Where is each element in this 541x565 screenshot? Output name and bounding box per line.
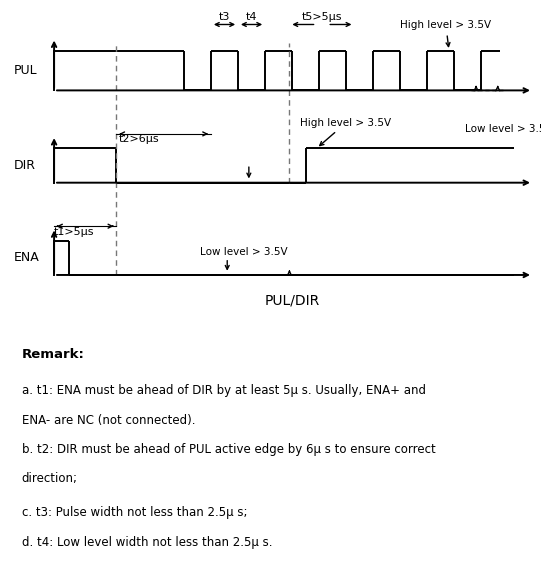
Text: Low level > 3.5V: Low level > 3.5V — [200, 246, 287, 257]
Text: Remark:: Remark: — [22, 348, 84, 361]
Text: t5>5μs: t5>5μs — [302, 12, 342, 22]
Text: PUL/DIR: PUL/DIR — [265, 293, 320, 307]
Text: t3: t3 — [219, 12, 230, 22]
Text: High level > 3.5V: High level > 3.5V — [300, 118, 391, 146]
Text: PUL: PUL — [14, 64, 37, 77]
Text: t2>6μs: t2>6μs — [119, 134, 160, 145]
Text: ENA: ENA — [14, 251, 39, 264]
Text: t1>5μs: t1>5μs — [54, 227, 95, 237]
Text: c. t3: Pulse width not less than 2.5μ s;: c. t3: Pulse width not less than 2.5μ s; — [22, 506, 247, 519]
Text: b. t2: DIR must be ahead of PUL active edge by 6μ s to ensure correct: b. t2: DIR must be ahead of PUL active e… — [22, 443, 436, 456]
Text: High level > 3.5V: High level > 3.5V — [400, 20, 491, 46]
Text: t4: t4 — [246, 12, 258, 22]
Text: a. t1: ENA must be ahead of DIR by at least 5μ s. Usually, ENA+ and: a. t1: ENA must be ahead of DIR by at le… — [22, 384, 426, 397]
Text: DIR: DIR — [14, 159, 36, 172]
Text: direction;: direction; — [22, 472, 78, 485]
Text: ENA- are NC (not connected).: ENA- are NC (not connected). — [22, 414, 195, 427]
Text: Low level > 3.5V: Low level > 3.5V — [465, 124, 541, 134]
Text: d. t4: Low level width not less than 2.5μ s.: d. t4: Low level width not less than 2.5… — [22, 536, 272, 549]
